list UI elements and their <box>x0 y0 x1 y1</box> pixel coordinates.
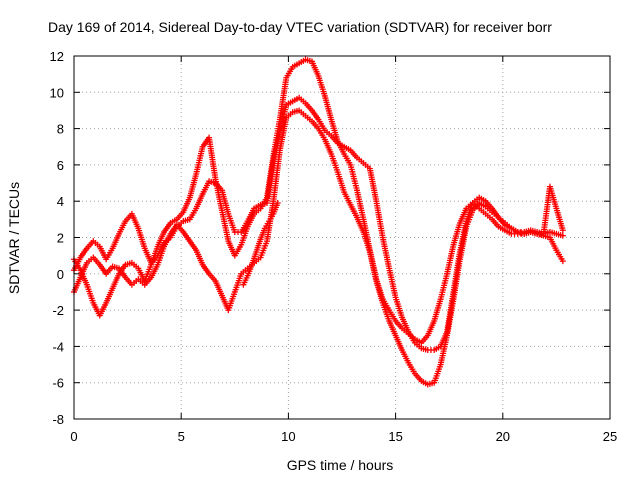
chart-title: Day 169 of 2014, Sidereal Day-to-day VTE… <box>48 19 552 35</box>
y-tick-label: -2 <box>52 303 64 318</box>
x-tick-label: 15 <box>388 429 402 444</box>
y-axis-label: SDTVAR / TECUs <box>6 182 22 294</box>
y-tick-label: -8 <box>52 412 64 427</box>
data-points <box>71 56 566 388</box>
y-tick-label: 10 <box>50 85 64 100</box>
y-tick-label: 6 <box>57 158 64 173</box>
plot-frame <box>73 55 611 420</box>
y-tick-label: -4 <box>52 339 64 354</box>
x-tick-label: 25 <box>603 429 617 444</box>
y-tick-label: 0 <box>57 267 64 282</box>
x-tick-label: 10 <box>281 429 295 444</box>
x-tick-label: 20 <box>496 429 510 444</box>
y-tick-label: 4 <box>57 194 64 209</box>
axis-ticks: 0 5 10 15 20 25 -8 -6 -4 -2 0 2 4 6 8 10 12 <box>50 49 618 444</box>
y-tick-label: 8 <box>57 122 64 137</box>
data-point-marker <box>559 258 566 265</box>
data-point-marker <box>274 200 281 207</box>
data-point-marker <box>559 232 566 239</box>
y-tick-label: 2 <box>57 231 64 246</box>
y-tick-label: -6 <box>52 376 64 391</box>
x-tick-label: 5 <box>178 429 185 444</box>
grid <box>74 56 610 419</box>
data-point-marker <box>559 227 566 234</box>
x-tick-label: 0 <box>70 429 77 444</box>
y-tick-label: 12 <box>50 49 64 64</box>
x-axis-label: GPS time / hours <box>287 457 394 473</box>
